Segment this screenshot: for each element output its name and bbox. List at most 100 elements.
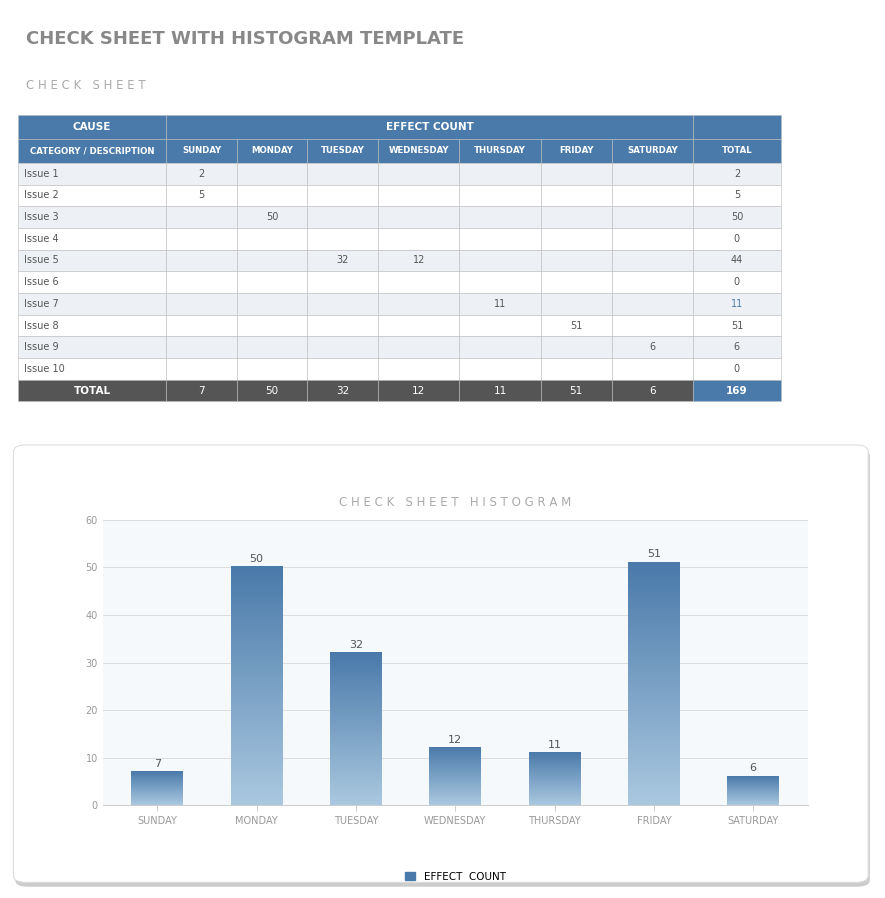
FancyBboxPatch shape [166,250,237,271]
FancyBboxPatch shape [166,228,237,250]
Text: 2: 2 [198,169,204,179]
FancyBboxPatch shape [166,358,237,380]
FancyBboxPatch shape [612,271,693,293]
FancyBboxPatch shape [378,185,459,207]
FancyBboxPatch shape [166,271,237,293]
Text: CATEGORY / DESCRIPTION: CATEGORY / DESCRIPTION [30,146,154,155]
Text: MONDAY: MONDAY [251,146,293,155]
Text: 2: 2 [734,169,740,179]
Text: Issue 10: Issue 10 [25,364,65,374]
FancyBboxPatch shape [459,228,541,250]
Text: 32: 32 [349,639,363,649]
Text: 7: 7 [154,759,161,769]
FancyBboxPatch shape [693,185,781,207]
FancyBboxPatch shape [166,139,237,163]
Text: Issue 3: Issue 3 [25,212,59,222]
FancyBboxPatch shape [541,293,612,314]
Text: EFFECT COUNT: EFFECT COUNT [386,122,473,132]
Text: 50: 50 [250,554,264,564]
Text: 5: 5 [734,190,740,200]
Text: 51: 51 [731,321,743,330]
FancyBboxPatch shape [307,163,378,185]
FancyBboxPatch shape [307,139,378,163]
Text: 51: 51 [647,550,661,559]
Text: Issue 2: Issue 2 [25,190,59,200]
Text: 11: 11 [494,385,507,395]
Text: 0: 0 [734,233,740,244]
FancyBboxPatch shape [693,207,781,228]
FancyBboxPatch shape [166,293,237,314]
Text: 0: 0 [734,364,740,374]
FancyBboxPatch shape [237,250,307,271]
Text: 11: 11 [548,740,562,750]
FancyBboxPatch shape [541,358,612,380]
Text: 12: 12 [412,385,426,395]
FancyBboxPatch shape [378,358,459,380]
Text: 0: 0 [734,277,740,287]
FancyBboxPatch shape [693,228,781,250]
Text: Issue 5: Issue 5 [25,256,59,266]
Text: Issue 1: Issue 1 [25,169,59,179]
Text: 5: 5 [198,190,204,200]
FancyBboxPatch shape [541,163,612,185]
Text: Issue 6: Issue 6 [25,277,59,287]
Text: 32: 32 [336,256,349,266]
FancyBboxPatch shape [237,358,307,380]
Text: Issue 9: Issue 9 [25,342,59,352]
Title: C H E C K   S H E E T   H I S T O G R A M: C H E C K S H E E T H I S T O G R A M [339,496,572,509]
FancyBboxPatch shape [459,163,541,185]
FancyBboxPatch shape [166,380,237,401]
Text: SATURDAY: SATURDAY [627,146,678,155]
FancyBboxPatch shape [459,207,541,228]
FancyBboxPatch shape [307,380,378,401]
FancyBboxPatch shape [237,293,307,314]
FancyBboxPatch shape [612,163,693,185]
FancyBboxPatch shape [693,337,781,358]
FancyBboxPatch shape [541,314,612,337]
FancyBboxPatch shape [307,314,378,337]
Text: TUESDAY: TUESDAY [320,146,365,155]
FancyBboxPatch shape [237,163,307,185]
FancyBboxPatch shape [237,380,307,401]
Text: 11: 11 [494,299,506,309]
FancyBboxPatch shape [378,293,459,314]
Text: CAUSE: CAUSE [73,122,112,132]
FancyBboxPatch shape [18,228,166,250]
FancyBboxPatch shape [541,250,612,271]
FancyBboxPatch shape [541,271,612,293]
FancyBboxPatch shape [18,380,166,401]
FancyBboxPatch shape [307,358,378,380]
FancyBboxPatch shape [459,358,541,380]
Text: 6: 6 [650,342,656,352]
FancyBboxPatch shape [459,185,541,207]
FancyBboxPatch shape [237,337,307,358]
FancyBboxPatch shape [307,185,378,207]
FancyBboxPatch shape [307,271,378,293]
FancyBboxPatch shape [18,314,166,337]
FancyBboxPatch shape [166,314,237,337]
FancyBboxPatch shape [307,293,378,314]
FancyBboxPatch shape [378,228,459,250]
Text: THURSDAY: THURSDAY [474,146,527,155]
FancyBboxPatch shape [307,207,378,228]
Text: Issue 8: Issue 8 [25,321,59,330]
FancyBboxPatch shape [459,250,541,271]
FancyBboxPatch shape [18,163,166,185]
FancyBboxPatch shape [13,445,868,883]
FancyBboxPatch shape [18,358,166,380]
Text: 7: 7 [198,385,205,395]
FancyBboxPatch shape [166,337,237,358]
Text: 50: 50 [266,385,279,395]
FancyBboxPatch shape [612,337,693,358]
Text: 50: 50 [266,212,279,222]
Text: 51: 51 [570,321,582,330]
FancyBboxPatch shape [237,314,307,337]
Text: 51: 51 [570,385,583,395]
FancyBboxPatch shape [18,115,166,139]
FancyBboxPatch shape [541,185,612,207]
FancyBboxPatch shape [378,207,459,228]
Text: SUNDAY: SUNDAY [182,146,221,155]
Text: 12: 12 [412,256,425,266]
FancyBboxPatch shape [166,185,237,207]
FancyBboxPatch shape [541,228,612,250]
